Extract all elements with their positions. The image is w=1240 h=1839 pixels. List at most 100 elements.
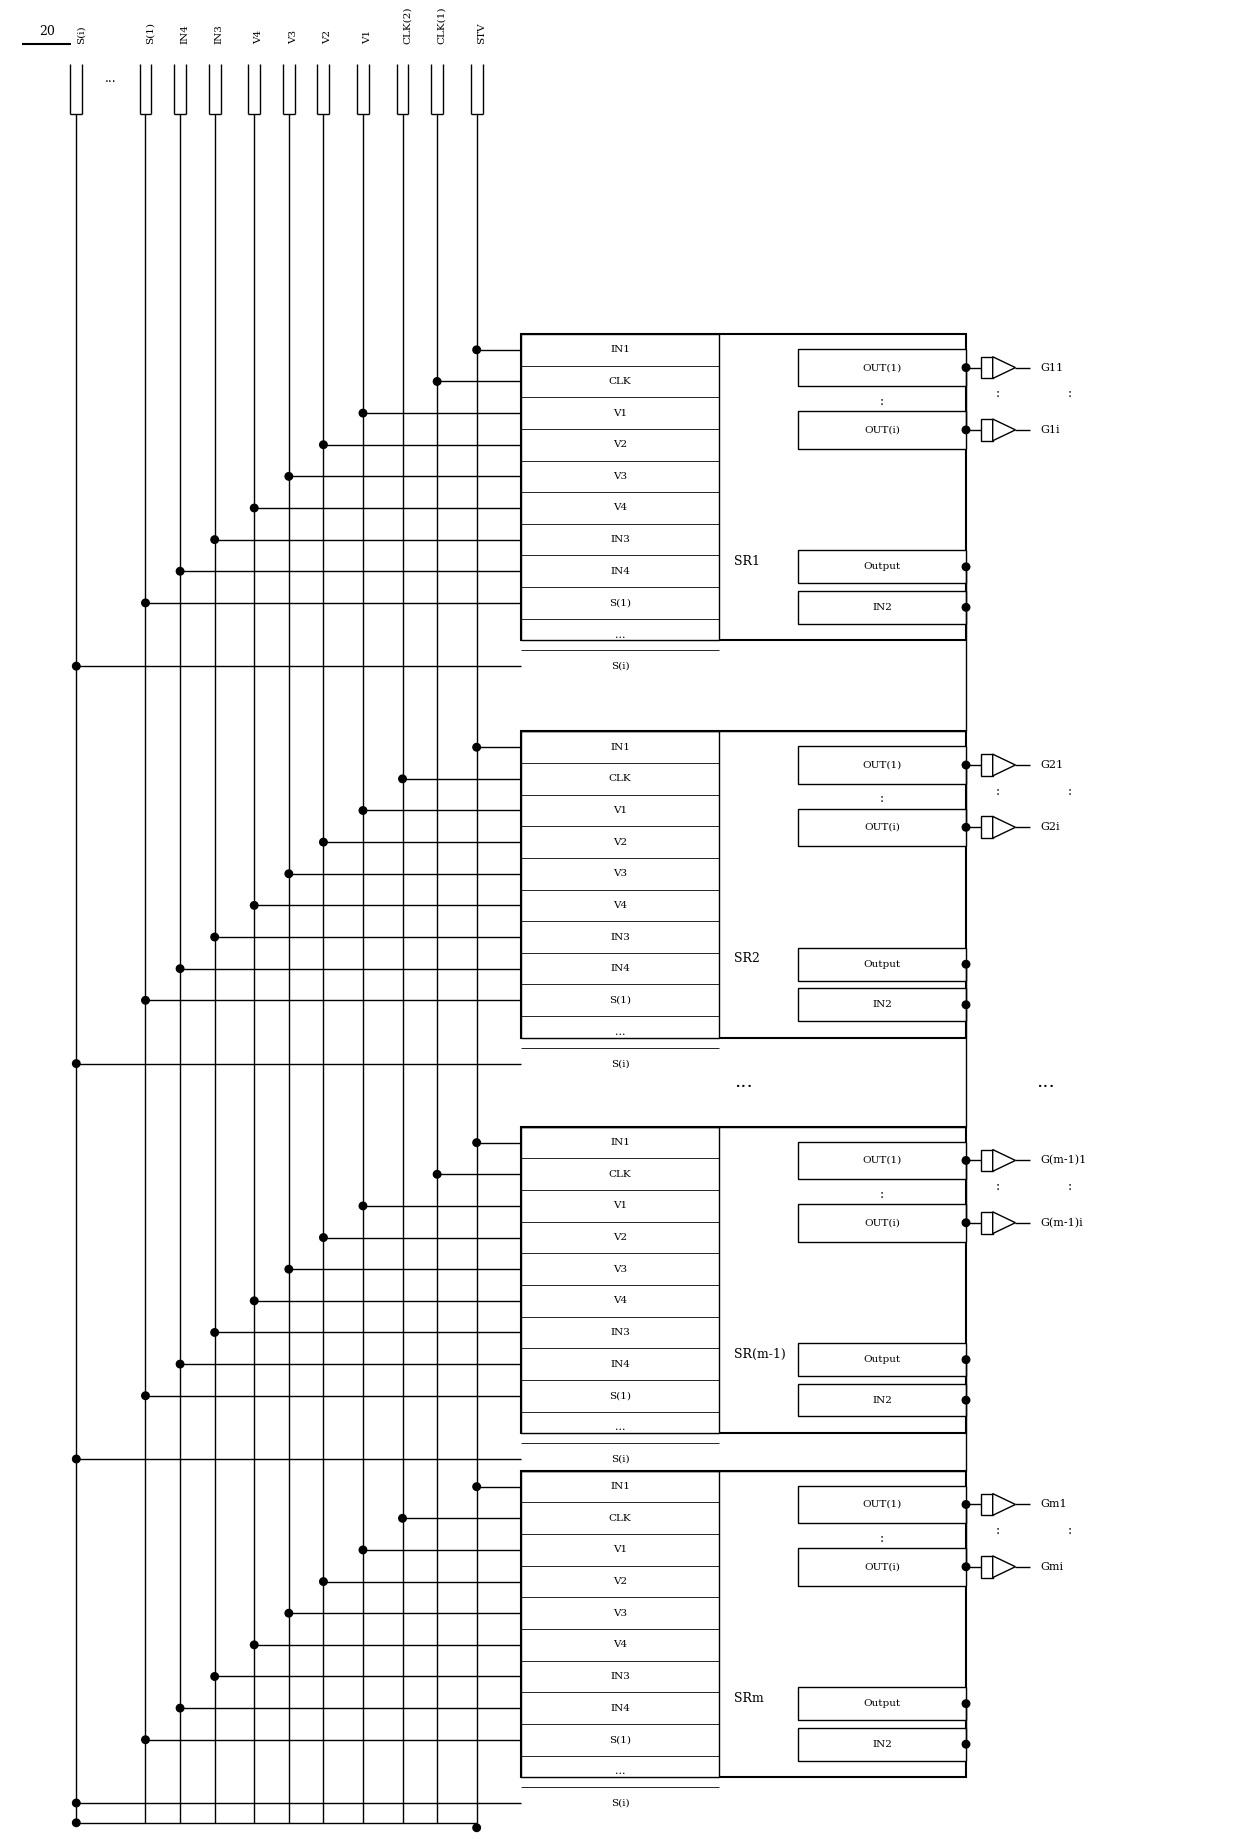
Bar bbox=[981, 1212, 993, 1234]
Text: IN1: IN1 bbox=[610, 346, 630, 355]
Text: CLK: CLK bbox=[609, 1170, 631, 1179]
Bar bbox=[981, 1149, 993, 1171]
Circle shape bbox=[176, 1705, 184, 1712]
Circle shape bbox=[399, 1515, 407, 1523]
Circle shape bbox=[399, 774, 407, 783]
Text: :: : bbox=[996, 785, 1001, 798]
Text: G11: G11 bbox=[1040, 362, 1063, 373]
Bar bbox=[799, 1142, 966, 1179]
Circle shape bbox=[320, 441, 327, 449]
Text: IN3: IN3 bbox=[610, 932, 630, 942]
Text: Output: Output bbox=[863, 1355, 900, 1365]
Text: :: : bbox=[880, 793, 884, 805]
Bar bbox=[521, 335, 966, 640]
Circle shape bbox=[211, 932, 218, 942]
Text: V2: V2 bbox=[324, 29, 332, 44]
Text: STV: STV bbox=[476, 22, 486, 44]
Circle shape bbox=[962, 1219, 970, 1227]
Text: V4: V4 bbox=[613, 504, 627, 513]
Circle shape bbox=[211, 1673, 218, 1681]
Text: :: : bbox=[996, 1181, 1001, 1194]
Text: V3: V3 bbox=[289, 29, 298, 44]
Circle shape bbox=[962, 1157, 970, 1164]
Text: OUT(i): OUT(i) bbox=[864, 1217, 900, 1227]
Text: Output: Output bbox=[863, 1699, 900, 1708]
Bar bbox=[799, 412, 966, 449]
Text: IN2: IN2 bbox=[872, 1000, 892, 1010]
Circle shape bbox=[472, 1824, 480, 1832]
Text: IN3: IN3 bbox=[610, 535, 630, 544]
Bar bbox=[799, 1688, 966, 1719]
Text: IN2: IN2 bbox=[872, 1396, 892, 1405]
Circle shape bbox=[250, 901, 258, 908]
Text: CLK(1): CLK(1) bbox=[438, 7, 446, 44]
Circle shape bbox=[141, 997, 149, 1004]
Circle shape bbox=[472, 1138, 480, 1146]
Text: OUT(1): OUT(1) bbox=[862, 362, 901, 371]
Text: SRm: SRm bbox=[734, 1692, 764, 1705]
Bar bbox=[981, 357, 993, 379]
Polygon shape bbox=[993, 357, 1016, 379]
Circle shape bbox=[360, 410, 367, 417]
Text: V2: V2 bbox=[613, 440, 627, 449]
Bar bbox=[799, 947, 966, 980]
Text: :: : bbox=[1068, 785, 1071, 798]
Text: IN3: IN3 bbox=[215, 24, 223, 44]
Circle shape bbox=[285, 1609, 293, 1616]
Text: V1: V1 bbox=[613, 408, 627, 417]
Circle shape bbox=[320, 1234, 327, 1241]
Text: V4: V4 bbox=[254, 29, 263, 44]
Bar bbox=[981, 419, 993, 441]
Bar bbox=[799, 809, 966, 846]
Text: SR2: SR2 bbox=[734, 953, 760, 965]
Text: V1: V1 bbox=[363, 29, 372, 44]
Circle shape bbox=[962, 427, 970, 434]
Text: SR(m-1): SR(m-1) bbox=[734, 1348, 785, 1361]
Text: IN2: IN2 bbox=[872, 1740, 892, 1749]
Text: V2: V2 bbox=[613, 1234, 627, 1241]
Text: S(1): S(1) bbox=[609, 598, 631, 607]
Text: S(i): S(i) bbox=[77, 26, 86, 44]
Text: :: : bbox=[996, 1525, 1001, 1537]
Text: V1: V1 bbox=[613, 805, 627, 815]
Text: G(m-1)i: G(m-1)i bbox=[1040, 1217, 1083, 1228]
Bar bbox=[799, 988, 966, 1021]
Circle shape bbox=[72, 1455, 81, 1462]
Circle shape bbox=[211, 535, 218, 543]
Circle shape bbox=[72, 662, 81, 669]
Text: IN3: IN3 bbox=[610, 1672, 630, 1681]
Circle shape bbox=[962, 603, 970, 611]
Circle shape bbox=[141, 600, 149, 607]
Circle shape bbox=[962, 364, 970, 371]
Text: V3: V3 bbox=[613, 1265, 627, 1274]
Text: Gmi: Gmi bbox=[1040, 1561, 1063, 1572]
Text: :: : bbox=[880, 395, 884, 408]
Text: CLK: CLK bbox=[609, 774, 631, 783]
Circle shape bbox=[433, 377, 441, 384]
Bar bbox=[799, 1342, 966, 1376]
Text: ...: ... bbox=[1035, 1074, 1054, 1091]
Circle shape bbox=[72, 1799, 81, 1806]
Text: ...: ... bbox=[734, 1074, 753, 1091]
Text: ...: ... bbox=[105, 72, 117, 85]
Bar bbox=[981, 1493, 993, 1515]
Text: :: : bbox=[1068, 1181, 1071, 1194]
Circle shape bbox=[176, 1361, 184, 1368]
Polygon shape bbox=[993, 754, 1016, 776]
Circle shape bbox=[962, 1396, 970, 1403]
Text: V4: V4 bbox=[613, 1296, 627, 1306]
Text: S(i): S(i) bbox=[610, 662, 630, 671]
Text: V1: V1 bbox=[613, 1201, 627, 1210]
Text: Gm1: Gm1 bbox=[1040, 1499, 1066, 1510]
Text: S(i): S(i) bbox=[610, 1799, 630, 1808]
Bar bbox=[799, 1729, 966, 1760]
Text: :: : bbox=[996, 388, 1001, 401]
Text: Output: Output bbox=[863, 563, 900, 572]
Text: S(1): S(1) bbox=[609, 1392, 631, 1399]
Text: G(m-1)1: G(m-1)1 bbox=[1040, 1155, 1086, 1166]
Bar bbox=[981, 1556, 993, 1578]
Text: S(1): S(1) bbox=[609, 995, 631, 1004]
Circle shape bbox=[285, 870, 293, 877]
Polygon shape bbox=[993, 1556, 1016, 1578]
Bar bbox=[799, 1205, 966, 1241]
